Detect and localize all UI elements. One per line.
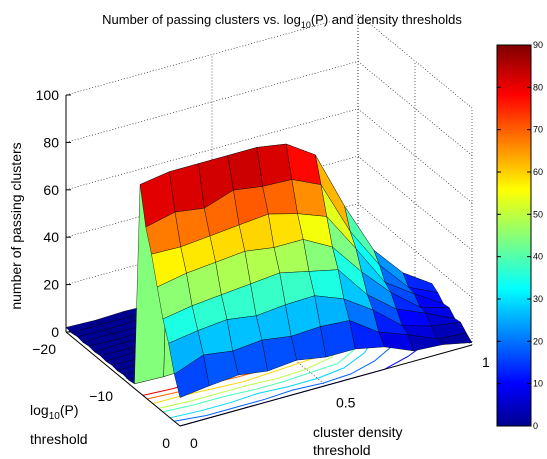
surface-patch <box>256 143 293 187</box>
y-axis-label: cluster density <box>313 424 402 440</box>
grid-line-z <box>357 61 473 156</box>
colorbar-tick-label: 50 <box>533 209 543 219</box>
z-tick-label: 60 <box>43 182 59 198</box>
surface-mesh <box>65 143 473 398</box>
colorbar-tick-label: 40 <box>533 252 543 262</box>
grid-line-z <box>357 155 473 251</box>
grid-line-z <box>357 13 473 109</box>
z-axis-label: number of passing clusters <box>8 142 24 309</box>
y-axis-label-line2: threshold <box>313 442 371 458</box>
chart-title: Number of passing clusters vs. log10(P) … <box>102 12 462 30</box>
surface-patch <box>169 163 205 213</box>
colorbar-tick-label: 90 <box>533 40 543 50</box>
z-tick-label: 40 <box>43 229 59 245</box>
y-tick-label: 0.5 <box>336 395 356 411</box>
tick-labels: 0 20 40 60 80 100 −20 −10 0 0 0.5 1 <box>32 87 490 451</box>
grid-line-z <box>65 108 359 191</box>
y-axis-line <box>179 344 473 427</box>
z-tick-label: 0 <box>51 324 59 340</box>
grid-line-z <box>65 13 359 96</box>
colorbar-tick-label: 20 <box>533 336 543 346</box>
z-tick-label: 80 <box>43 134 59 150</box>
surface-patch <box>174 354 210 398</box>
x-tick-label: −20 <box>32 341 56 357</box>
z-tick-label: 20 <box>43 277 59 293</box>
colorbar <box>496 44 532 427</box>
x-axis-label-line2: threshold <box>30 431 88 447</box>
y-tick-label: 1 <box>482 354 490 370</box>
z-tick-label: 100 <box>36 87 60 103</box>
colorbar-tick-label: 10 <box>533 379 543 389</box>
x-tick-label: 0 <box>162 435 170 451</box>
y-tick-label: 0 <box>190 435 198 451</box>
colorbar-tick-label: 70 <box>533 125 543 135</box>
colorbar-tick-label: 60 <box>533 167 543 177</box>
surface-patch <box>320 320 356 358</box>
colorbar-tick-label: 0 <box>533 421 538 431</box>
x-axis-label: log10(P) <box>30 402 78 422</box>
grid-line-z <box>65 61 359 143</box>
grid-line-z <box>357 108 473 204</box>
surface-patch <box>203 350 239 387</box>
x-tick-label: −10 <box>89 388 113 404</box>
colorbar-ticks: 0 10 20 30 40 50 60 70 80 90 <box>497 40 543 431</box>
axis-lines <box>65 95 473 427</box>
x-axis-line <box>65 331 181 427</box>
grid-line-z <box>357 203 473 298</box>
surface-patch <box>227 147 263 191</box>
colorbar-tick-label: 30 <box>533 294 543 304</box>
colorbar-tick-label: 80 <box>533 82 543 92</box>
